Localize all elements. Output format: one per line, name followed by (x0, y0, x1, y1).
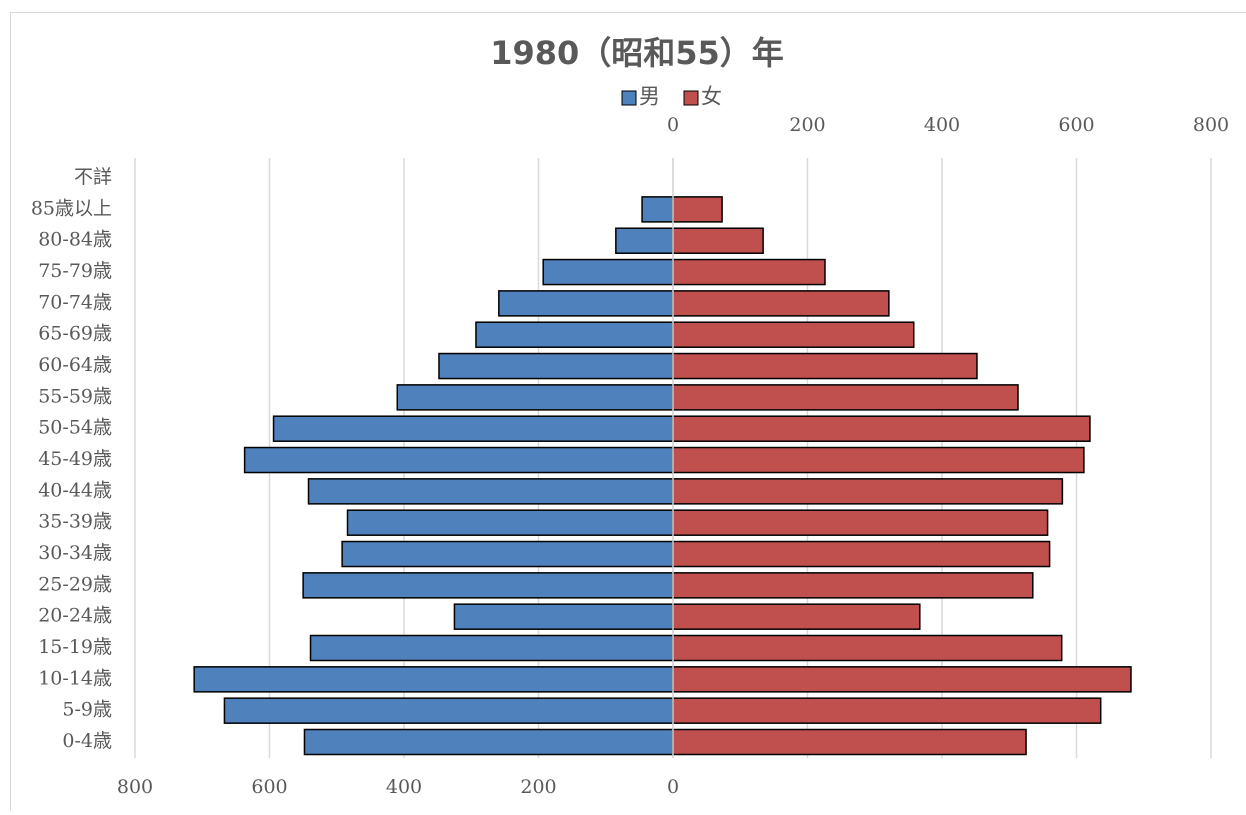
y-tick-label: 65-69歳 (38, 323, 112, 345)
x2-tick-label: 200 (789, 114, 825, 136)
y-tick-label: 20-24歳 (38, 605, 112, 627)
x-tick-label: 600 (251, 776, 287, 798)
bar (304, 730, 673, 755)
x-tick-label: 400 (386, 776, 422, 798)
bar (673, 448, 1084, 473)
bar (309, 479, 673, 504)
bar (476, 322, 673, 347)
legend-swatch (684, 91, 698, 105)
y-tick-label: 15-19歳 (38, 636, 112, 658)
bar (673, 291, 889, 316)
bar (673, 730, 1026, 755)
y-tick-label: 85歳以上 (31, 197, 112, 219)
bar (543, 260, 673, 285)
y-tick-label: 25-29歳 (38, 573, 112, 595)
bar (342, 542, 673, 567)
x2-tick-label: 800 (1193, 114, 1229, 136)
y-tick-label: 不詳 (74, 166, 112, 188)
legend-swatch (622, 91, 636, 105)
bar (439, 354, 673, 379)
bar (673, 354, 977, 379)
bar (673, 197, 722, 222)
bar (673, 542, 1050, 567)
bar (673, 228, 763, 253)
y-tick-label: 35-39歳 (38, 511, 112, 533)
bar (673, 416, 1090, 441)
x-tick-label: 800 (117, 776, 153, 798)
x-tick-label: 200 (520, 776, 556, 798)
bar (673, 667, 1131, 692)
bar (274, 416, 673, 441)
bar (673, 322, 914, 347)
bar (673, 698, 1101, 723)
x2-tick-label: 0 (667, 114, 679, 136)
y-tick-label: 5-9歳 (62, 699, 112, 721)
legend-label: 男 (639, 85, 660, 109)
bar (673, 573, 1033, 598)
y-tick-label: 40-44歳 (38, 479, 112, 501)
x-tick-label: 0 (667, 776, 679, 798)
bar (303, 573, 673, 598)
bar (673, 636, 1062, 661)
bar (245, 448, 673, 473)
bar (673, 479, 1062, 504)
bar (348, 510, 673, 535)
y-tick-label: 30-34歳 (38, 542, 112, 564)
y-tick-label: 0-4歳 (62, 730, 112, 752)
x2-tick-label: 600 (1058, 114, 1094, 136)
bar (499, 291, 673, 316)
bar (616, 228, 673, 253)
y-tick-label: 75-79歳 (38, 260, 112, 282)
bar (673, 385, 1018, 410)
x2-tick-label: 400 (924, 114, 960, 136)
bar (311, 636, 673, 661)
bar (673, 510, 1048, 535)
y-tick-label: 45-49歳 (38, 448, 112, 470)
y-tick-label: 50-54歳 (38, 417, 112, 439)
legend-label: 女 (701, 85, 722, 109)
bar (397, 385, 673, 410)
bar (194, 667, 673, 692)
y-tick-label: 80-84歳 (38, 229, 112, 251)
y-tick-label: 70-74歳 (38, 291, 112, 313)
bar (673, 604, 920, 629)
bar (224, 698, 673, 723)
bar (454, 604, 673, 629)
bar (673, 260, 825, 285)
y-tick-label: 60-64歳 (38, 354, 112, 376)
chart-title: 1980（昭和55）年 (490, 34, 784, 72)
y-tick-label: 55-59歳 (38, 385, 112, 407)
bar (642, 197, 673, 222)
y-tick-label: 10-14歳 (38, 667, 112, 689)
